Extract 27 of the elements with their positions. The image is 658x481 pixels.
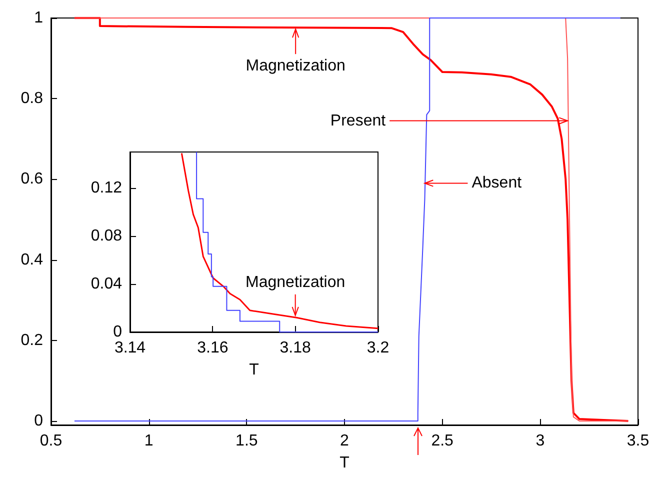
x-tick-label: 2: [340, 432, 350, 450]
x-tick-label: 3.18: [280, 340, 312, 356]
x-tick-label: 3: [536, 432, 545, 450]
x-axis-title: T: [249, 362, 260, 378]
annotation: Magnetization: [246, 274, 346, 291]
y-tick-label: 0.6: [20, 170, 44, 188]
y-tick-label: 0.04: [90, 276, 122, 292]
y-tick-label: 0: [113, 324, 122, 340]
y-tick-label: 0: [34, 412, 44, 430]
x-tick-label: 1: [144, 432, 154, 450]
annotation: Magnetization: [246, 58, 346, 75]
x-tick-label: 3.5: [626, 432, 650, 450]
x-tick-label: 0.5: [40, 432, 62, 450]
x-tick-label: 3.14: [114, 340, 146, 356]
x-axis-title: T: [340, 454, 350, 472]
x-tick-label: 3.2: [366, 340, 390, 356]
y-tick-label: 0.08: [90, 228, 122, 244]
x-tick-label: 3.16: [197, 340, 228, 356]
y-tick-label: 0.8: [20, 90, 44, 108]
y-tick-label: 1: [34, 10, 44, 26]
y-tick-label: 0.2: [20, 332, 44, 349]
y-tick-label: 0.12: [90, 180, 122, 196]
annotation: Absent: [472, 174, 522, 192]
x-tick-label: 1.5: [236, 432, 258, 450]
annotation: Present: [330, 112, 386, 130]
x-tick-label: 2.5: [431, 432, 454, 450]
y-tick-label: 0.4: [20, 251, 44, 268]
